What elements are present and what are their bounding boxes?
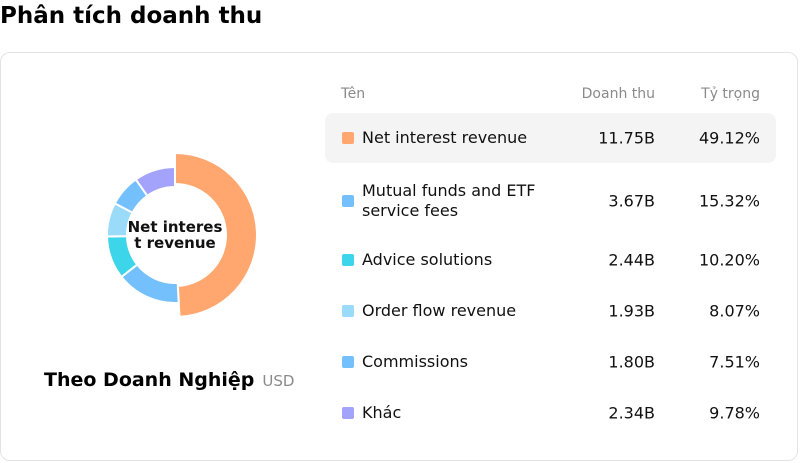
table-row[interactable]: Advice solutions 2.44B 10.20% [325, 235, 776, 285]
donut-chart: Net interest revenue [95, 147, 265, 323]
table-row[interactable]: Commissions 1.80B 7.51% [325, 337, 776, 387]
row-revenue: 3.67B [608, 191, 655, 211]
row-revenue: 1.93B [608, 301, 655, 321]
donut-svg [105, 151, 258, 318]
legend-swatch [342, 407, 354, 419]
row-share: 9.78% [709, 403, 760, 423]
table-row[interactable]: Mutual funds and ETF service fees 3.67B 15… [325, 176, 776, 226]
row-name: Advice solutions [362, 250, 493, 269]
row-revenue: 2.34B [608, 403, 655, 423]
row-name: Order flow revenue [362, 301, 517, 320]
row-name: Commissions [362, 352, 468, 371]
row-name: Mutual funds and ETF service fees [362, 181, 536, 220]
column-header-name: Tên [341, 86, 366, 102]
donut-slice-5[interactable] [134, 165, 176, 198]
legend-swatch [342, 195, 354, 207]
table-row[interactable]: Net interest revenue 11.75B 49.12% [325, 113, 776, 163]
row-revenue: 11.75B [598, 128, 655, 148]
row-share: 49.12% [698, 128, 760, 148]
row-revenue: 2.44B [608, 250, 655, 270]
row-share: 15.32% [698, 191, 760, 211]
column-header-revenue: Doanh thu [581, 86, 655, 102]
row-share: 10.20% [698, 250, 760, 270]
legend-swatch [342, 305, 354, 317]
row-name: Net interest revenue [362, 128, 528, 147]
legend-swatch [342, 132, 354, 144]
donut-center-label: Net interest revenue [127, 218, 223, 252]
column-header-share: Tỷ trọng [701, 86, 760, 102]
table-row[interactable]: Khác 2.34B 9.78% [325, 388, 776, 438]
row-share: 7.51% [709, 352, 760, 372]
segment-heading: Theo Doanh Nghiệp USD [44, 369, 294, 391]
donut-slice-0[interactable] [174, 151, 258, 318]
page-title: Phân tích doanh thu [0, 3, 263, 29]
table-row[interactable]: Order flow revenue 1.93B 8.07% [325, 286, 776, 336]
table-header: Tên Doanh thu Tỷ trọng [341, 86, 761, 106]
revenue-analysis-card: Net interest revenue Theo Doanh Nghiệp U… [0, 52, 798, 461]
donut-center: Net interest revenue [95, 147, 255, 323]
legend-swatch [342, 356, 354, 368]
row-share: 8.07% [709, 301, 760, 321]
currency-unit: USD [262, 372, 295, 390]
legend-swatch [342, 254, 354, 266]
row-revenue: 1.80B [608, 352, 655, 372]
row-name: Khác [362, 403, 402, 422]
segment-title: Theo Doanh Nghiệp [44, 369, 255, 391]
